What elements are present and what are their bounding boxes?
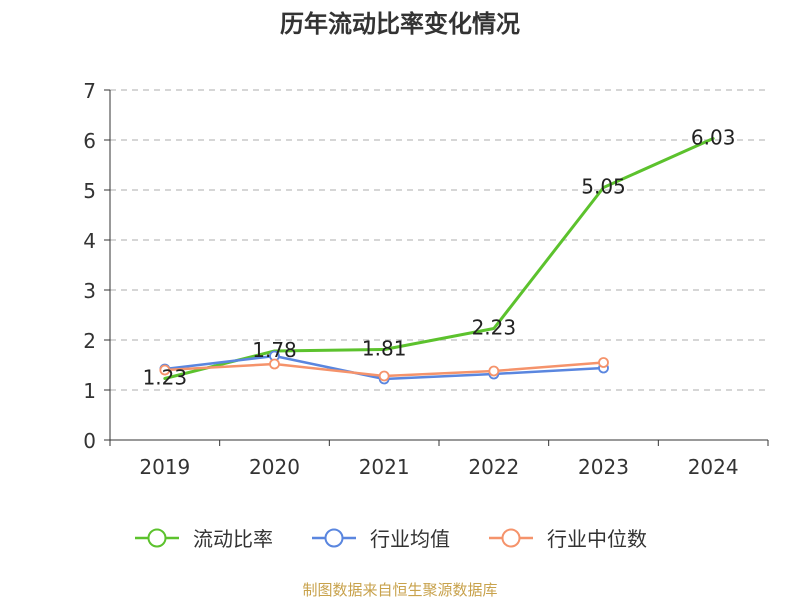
legend-item-0[interactable]: 流动比率 xyxy=(135,527,273,551)
y-tick-label: 4 xyxy=(83,229,96,253)
chart-title: 历年流动比率变化情况 xyxy=(280,10,520,38)
data-point[interactable] xyxy=(159,364,171,376)
data-point[interactable] xyxy=(269,358,280,370)
axes: 0 1 2 3 4 5 6 7 2019 2020 2021 2022 2023 2024 xyxy=(83,79,769,479)
y-tick-label: 0 xyxy=(83,429,96,453)
data-label: 2.23 xyxy=(472,316,517,340)
y-tick-label: 2 xyxy=(83,329,96,353)
legend-circle-icon xyxy=(501,528,521,548)
series-line xyxy=(163,137,715,380)
x-tick-label: 2024 xyxy=(688,455,739,479)
x-tick-label: 2019 xyxy=(139,455,190,479)
series-layer xyxy=(159,137,715,385)
legend-label: 行业均值 xyxy=(370,527,450,551)
data-label: 6.03 xyxy=(691,126,736,150)
data-label: 1.81 xyxy=(362,337,407,361)
data-point[interactable] xyxy=(598,357,609,368)
legend-label: 行业中位数 xyxy=(547,527,647,551)
x-tick-label: 2020 xyxy=(249,455,300,479)
data-label: 5.05 xyxy=(581,175,626,199)
series-0 xyxy=(163,137,715,380)
x-tick-label: 2022 xyxy=(468,455,519,479)
data-labels: 1.23 1.78 1.81 2.23 5.05 6.03 xyxy=(143,126,736,390)
legend-circle-icon xyxy=(147,528,167,548)
data-point[interactable] xyxy=(378,370,390,382)
y-tick-label: 6 xyxy=(83,129,96,153)
y-tick-label: 1 xyxy=(83,379,96,403)
x-tick-label: 2023 xyxy=(578,455,629,479)
y-tick-label: 7 xyxy=(83,79,96,103)
legend-label: 流动比率 xyxy=(193,527,273,551)
data-point[interactable] xyxy=(488,365,500,377)
data-label: 1.78 xyxy=(252,338,297,362)
y-tick-label: 3 xyxy=(83,279,96,303)
data-label: 1.23 xyxy=(143,366,188,390)
legend-item-2[interactable]: 行业中位数 xyxy=(489,527,647,551)
legend-circle-icon xyxy=(324,528,344,548)
legend: 流动比率 行业均值 行业中位数 xyxy=(135,527,647,551)
legend-item-1[interactable]: 行业均值 xyxy=(312,527,450,551)
x-tick-label: 2021 xyxy=(359,455,410,479)
series-2 xyxy=(159,357,609,382)
y-tick-label: 5 xyxy=(83,179,96,203)
source-footer: 制图数据来自恒生聚源数据库 xyxy=(302,581,497,599)
